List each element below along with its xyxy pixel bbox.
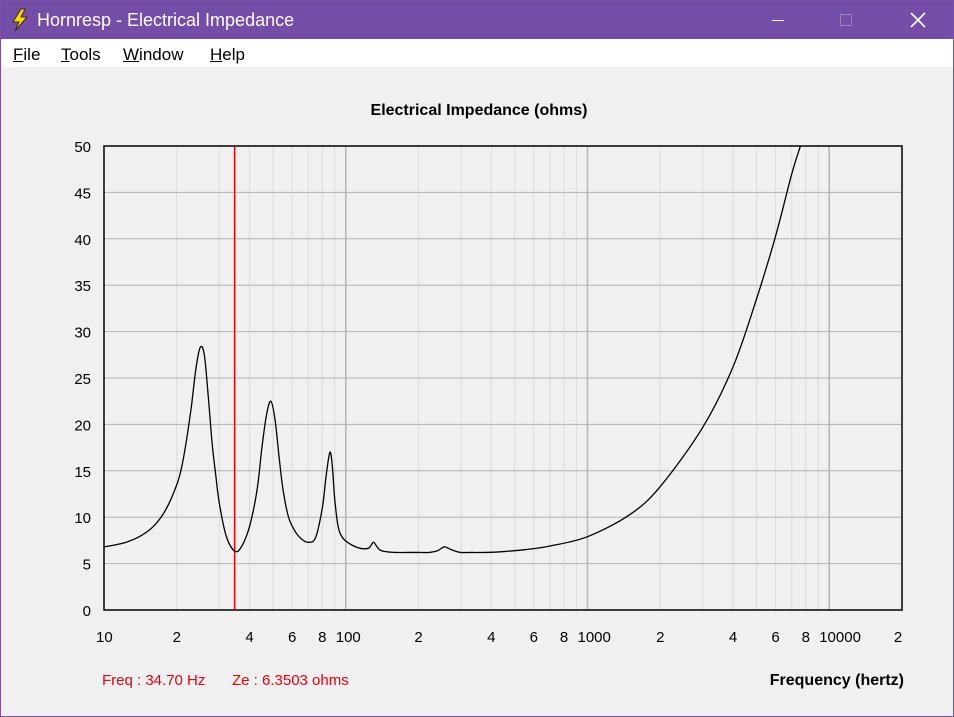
- x-axis-label: Frequency (hertz): [770, 672, 904, 689]
- minimize-icon: [772, 20, 784, 21]
- chart-grid: [104, 146, 902, 610]
- lightning-bolt-icon: [12, 8, 29, 32]
- x-tick-label: 6: [530, 629, 538, 646]
- x-tick-label: 6: [771, 629, 779, 646]
- close-button[interactable]: [895, 1, 941, 39]
- chart-title: Electrical Impedance (ohms): [371, 102, 588, 119]
- window-title: Hornresp - Electrical Impedance: [37, 10, 295, 30]
- x-tick-label: 6: [288, 629, 296, 646]
- close-icon: [910, 12, 926, 28]
- chart-area: Electrical Impedance (ohms) 0 5 10 15 20 25 30…: [1, 67, 953, 716]
- maximize-button[interactable]: [823, 1, 869, 39]
- freq-readout: Freq : 34.70 Hz: [102, 672, 205, 689]
- y-tick-label: 0: [83, 603, 91, 620]
- x-tick-label: 8: [318, 629, 326, 646]
- y-tick-label: 40: [74, 232, 91, 249]
- menu-tools[interactable]: Tools: [61, 45, 101, 64]
- minimize-button[interactable]: [755, 1, 801, 39]
- x-tick-label: 8: [560, 629, 568, 646]
- maximize-icon: [840, 14, 852, 26]
- ze-readout: Ze : 6.3503 ohms: [232, 672, 349, 689]
- menu-window[interactable]: Window: [123, 45, 184, 64]
- x-tick-label: 100: [336, 629, 361, 646]
- menu-help[interactable]: Help: [210, 45, 245, 64]
- x-tick-label: 2: [414, 629, 422, 646]
- y-tick-label: 25: [74, 371, 91, 388]
- y-axis-ticks: 0 5 10 15 20 25 30 35 40 45 50: [74, 139, 91, 620]
- x-tick-label: 4: [729, 629, 737, 646]
- x-tick-label: 8: [802, 629, 810, 646]
- title-bar[interactable]: Hornresp - Electrical Impedance: [1, 1, 953, 39]
- x-axis-ticks: 10 2 4 6 8 100 2 4 6 8 1000 2 4 6 8 10000 2: [96, 629, 902, 646]
- x-tick-label: 2: [656, 629, 664, 646]
- y-tick-label: 5: [83, 557, 91, 574]
- menu-file[interactable]: File: [13, 45, 41, 64]
- x-tick-label: 2: [894, 629, 902, 646]
- x-tick-label: 2: [173, 629, 181, 646]
- x-tick-label: 4: [245, 629, 253, 646]
- impedance-chart[interactable]: Electrical Impedance (ohms) 0 5 10 15 20 25 30…: [1, 67, 953, 716]
- y-tick-label: 30: [74, 325, 91, 342]
- y-tick-label: 35: [74, 278, 91, 295]
- x-tick-label: 10: [96, 629, 113, 646]
- y-tick-label: 50: [74, 139, 91, 156]
- x-tick-label: 1000: [577, 629, 610, 646]
- y-tick-label: 15: [74, 464, 91, 481]
- y-tick-label: 20: [74, 417, 91, 434]
- impedance-curve: [103, 145, 802, 554]
- menu-bar: File Tools Window Help: [1, 39, 953, 67]
- y-tick-label: 10: [74, 510, 91, 527]
- x-tick-label: 4: [487, 629, 495, 646]
- plot-frame: [103, 145, 903, 611]
- x-tick-label: 10000: [819, 629, 861, 646]
- y-tick-label: 45: [74, 185, 91, 202]
